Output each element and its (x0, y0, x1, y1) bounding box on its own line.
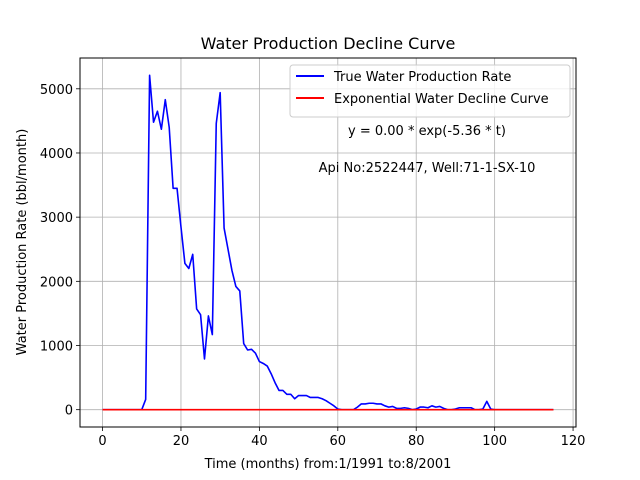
y-tick-label: 4000 (40, 147, 73, 162)
legend-label-exponential: Exponential Water Decline Curve (334, 92, 549, 107)
equation-annotation: y = 0.00 * exp(-5.36 * t) (348, 124, 506, 139)
x-tick-label: 120 (561, 434, 586, 449)
tick-layer: 0 20 40 60 80 100 120 0 1000 2000 3000 4000 5000 (40, 83, 586, 449)
y-tick-label: 2000 (40, 275, 73, 290)
x-tick-label: 80 (408, 434, 425, 449)
y-tick-label: 1000 (40, 339, 73, 354)
y-tick-label: 3000 (40, 211, 73, 226)
chart-title: Water Production Decline Curve (201, 34, 456, 53)
y-tick-label: 5000 (40, 83, 73, 98)
y-tick-label: 0 (65, 404, 73, 419)
x-tick-label: 0 (98, 434, 106, 449)
legend-box (289, 64, 571, 118)
well-annotation: Api No:2522447, Well:71-1-SX-10 (319, 161, 536, 176)
x-tick-label: 60 (330, 434, 347, 449)
x-axis-label: Time (months) from:1/1991 to:8/2001 (204, 457, 452, 472)
series-layer (102, 74, 554, 411)
legend-label-true-water: True Water Production Rate (333, 70, 511, 85)
legend: True Water Production Rate Exponential W… (289, 64, 571, 118)
y-axis-label: Water Production Rate (bbl/month) (15, 129, 30, 356)
x-tick-label: 100 (482, 434, 507, 449)
x-tick-label: 40 (251, 434, 268, 449)
x-tick-label: 20 (173, 434, 190, 449)
plot-frame (79, 57, 577, 428)
